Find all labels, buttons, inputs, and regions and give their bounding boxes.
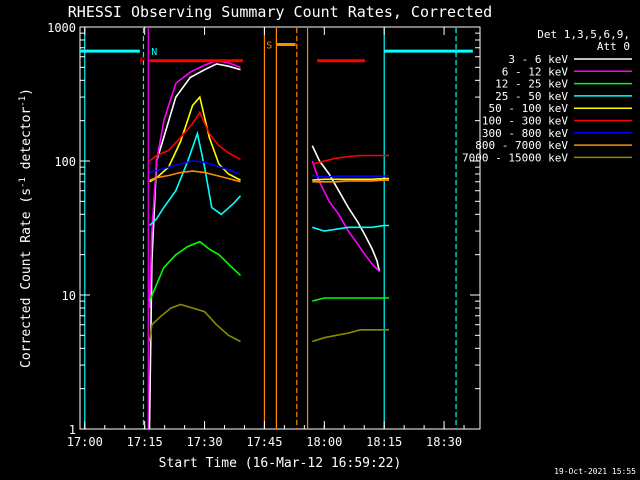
series-line-1-seg-1 [311,160,380,272]
legend-label-4: 50 - 100 keV [489,102,569,115]
footer-timestamp: 19-Oct-2021 15:55 [554,467,636,476]
legend-label-0: 3 - 6 keV [508,53,568,66]
x-tick-label-4: 18:00 [306,435,342,449]
legend-label-8: 7000 - 15000 keV [462,151,568,164]
x-tick-label-2: 17:30 [186,435,222,449]
flag-bars: N S F [80,41,473,68]
legend-header-line2: Att 0 [597,40,630,53]
series-line-0-seg-0 [148,63,241,430]
x-tick-label-0: 17:00 [67,435,103,449]
series-line-2-seg-1 [312,297,389,302]
series-lines [148,59,390,430]
legend-label-5: 100 - 300 keV [482,115,568,128]
marker-lines [84,28,457,429]
x-axis-label: Start Time (16-Mar-12 16:59:22) [159,456,402,471]
flag-label-N: N [151,47,157,58]
series-line-0-seg-1 [311,145,381,272]
series-line-8-seg-0 [148,303,241,343]
x-tick-label-3: 17:45 [246,435,282,449]
series-line-5-seg-1 [312,154,389,165]
axes: 17:00 17:15 17:30 17:45 18:00 18:15 18:30 1000 1… [47,21,480,449]
y-tick-label-1: 100 [54,155,76,169]
series-line-6-seg-1 [312,174,390,178]
series-line-2-seg-0 [148,240,242,302]
x-tick-label-1: 17:15 [127,435,163,449]
series-line-8-seg-1 [312,328,389,343]
legend-label-3: 25 - 50 keV [495,90,568,103]
series-line-3-seg-1 [312,224,389,232]
series-line-5-seg-0 [149,110,241,162]
legend-label-2: 12 - 25 keV [495,78,568,91]
series-line-7-seg-0 [149,170,241,183]
y-axis-label: Corrected Count Rate (s-1 detector-1) [18,88,34,368]
legend-label-1: 6 - 12 keV [502,65,569,78]
x-tick-label-6: 18:30 [426,435,462,449]
x-tick-label-5: 18:15 [366,435,402,449]
y-tick-label-0: 1000 [47,21,76,35]
series-line-7-seg-1 [312,179,389,183]
flag-label-F: F [139,57,145,68]
series-line-4-seg-1 [312,177,389,181]
legend-header-line1: Det 1,3,5,6,9, [537,28,630,41]
plot-frame [79,26,481,430]
legend-label-7: 800 - 7000 keV [475,139,568,152]
flag-label-S: S [266,41,272,52]
series-line-6-seg-0 [149,160,241,175]
y-tick-label-3: 1 [69,423,76,437]
y-tick-label-2: 10 [62,289,76,303]
chart-title: RHESSI Observing Summary Count Rates, Co… [68,3,492,21]
legend-label-6: 300 - 800 keV [482,127,568,140]
series-line-3-seg-0 [148,130,242,227]
